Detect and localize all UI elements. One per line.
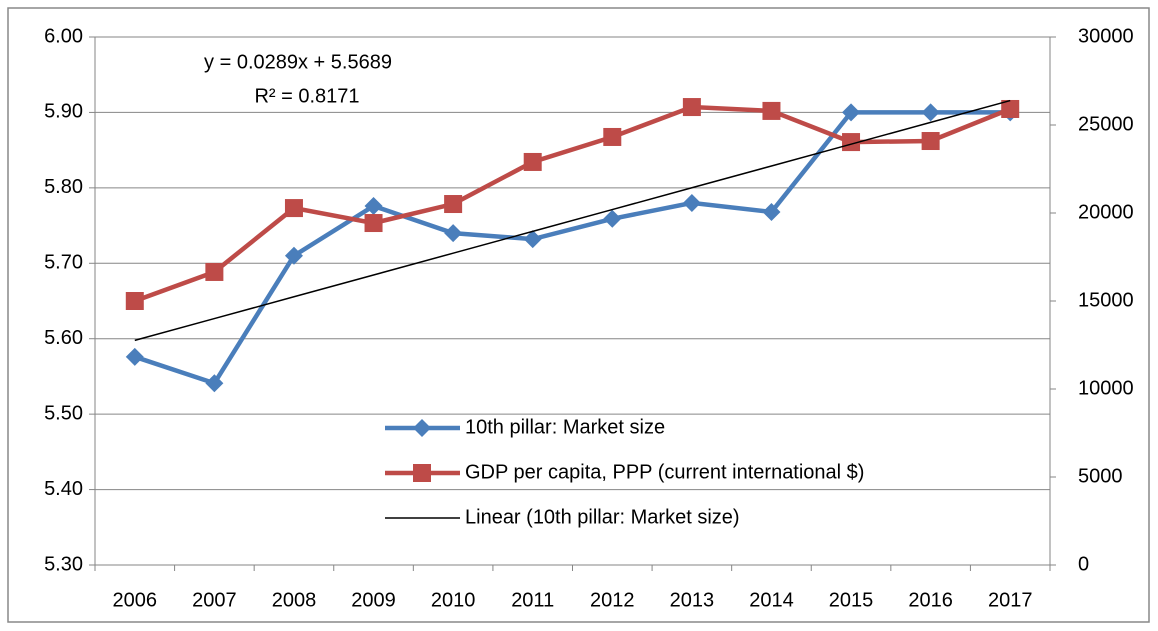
data-point bbox=[364, 214, 383, 233]
x-tick-label: 2017 bbox=[988, 589, 1033, 611]
x-tick-label: 2011 bbox=[511, 589, 554, 611]
y-tick-label: 5.40 bbox=[44, 478, 83, 500]
series-line bbox=[134, 104, 1012, 304]
y-tick-label: 5.50 bbox=[44, 402, 83, 424]
chart-frame bbox=[7, 7, 1150, 623]
data-point bbox=[364, 196, 383, 215]
data-point bbox=[444, 224, 463, 243]
data-point bbox=[1001, 99, 1020, 118]
legend-label: Linear (10th pillar: Market size) bbox=[465, 506, 740, 528]
data-point bbox=[284, 246, 303, 265]
data-point bbox=[284, 199, 303, 218]
legend-label: GDP per capita, PPP (current internation… bbox=[465, 461, 864, 483]
x-tick-label: 2010 bbox=[431, 589, 476, 611]
data-point bbox=[921, 132, 940, 151]
data-point bbox=[842, 103, 861, 122]
data-point bbox=[205, 262, 224, 281]
y-tick-label: 5.60 bbox=[44, 327, 83, 349]
data-point bbox=[682, 98, 701, 117]
x-tick-label: 2008 bbox=[272, 589, 317, 611]
data-point bbox=[762, 202, 781, 221]
y2-tick-label: 20000 bbox=[1078, 201, 1134, 223]
y2-tick-label: 5000 bbox=[1078, 465, 1123, 487]
legend-marker bbox=[413, 419, 431, 437]
annotation: y = 0.0289x + 5.5689 bbox=[204, 51, 392, 73]
y2-tick-label: 0 bbox=[1078, 553, 1089, 575]
y-tick-label: 5.80 bbox=[44, 176, 83, 198]
annotation: R² = 0.8171 bbox=[254, 85, 359, 107]
data-point bbox=[523, 230, 542, 249]
data-point bbox=[762, 101, 781, 120]
x-tick-label: 2014 bbox=[749, 589, 794, 611]
series-line bbox=[134, 99, 1011, 342]
data-point bbox=[125, 347, 144, 366]
x-tick-label: 2015 bbox=[829, 589, 874, 611]
y2-tick-label: 25000 bbox=[1078, 113, 1134, 135]
x-tick-label: 2006 bbox=[113, 589, 158, 611]
data-point bbox=[603, 127, 622, 146]
data-point bbox=[205, 374, 224, 393]
legend-label: 10th pillar: Market size bbox=[465, 416, 665, 438]
y-tick-label: 5.90 bbox=[44, 101, 83, 123]
data-point bbox=[682, 193, 701, 212]
data-point bbox=[444, 195, 463, 214]
data-point bbox=[842, 133, 861, 152]
x-tick-label: 2013 bbox=[670, 589, 715, 611]
legend-marker bbox=[413, 464, 431, 482]
y2-tick-label: 15000 bbox=[1078, 289, 1134, 311]
data-point bbox=[921, 103, 940, 122]
y-tick-label: 5.30 bbox=[44, 553, 83, 575]
x-tick-label: 2007 bbox=[192, 589, 237, 611]
series-line bbox=[134, 110, 1011, 386]
x-tick-label: 2016 bbox=[908, 589, 953, 611]
data-point bbox=[125, 292, 144, 310]
x-tick-label: 2012 bbox=[590, 589, 635, 611]
y2-tick-label: 30000 bbox=[1078, 25, 1134, 47]
data-point bbox=[603, 209, 622, 228]
x-tick-label: 2009 bbox=[351, 589, 396, 611]
y-tick-label: 5.70 bbox=[44, 252, 83, 274]
y2-tick-label: 10000 bbox=[1078, 377, 1134, 399]
y-tick-label: 6.00 bbox=[44, 25, 83, 47]
data-point bbox=[523, 152, 542, 171]
